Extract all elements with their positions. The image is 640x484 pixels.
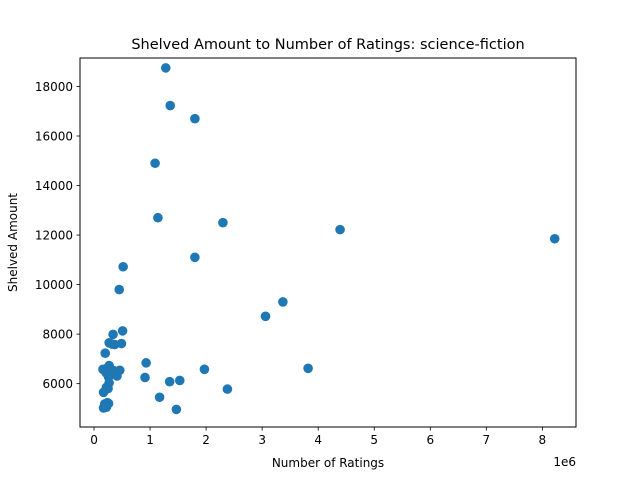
x-tick-label: 2 bbox=[202, 433, 210, 447]
data-point bbox=[140, 372, 150, 383]
x-axis-label: Number of Ratings bbox=[272, 456, 384, 470]
data-point bbox=[154, 392, 165, 403]
data-point bbox=[171, 404, 182, 415]
data-point bbox=[108, 329, 118, 340]
data-point bbox=[335, 224, 345, 235]
data-point bbox=[100, 348, 111, 359]
y-tick-label: 6000 bbox=[42, 377, 73, 391]
x-tick-label: 5 bbox=[370, 433, 378, 447]
data-point bbox=[117, 326, 128, 336]
data-point bbox=[199, 364, 210, 375]
data-point bbox=[278, 297, 288, 307]
data-point bbox=[118, 261, 128, 272]
data-point bbox=[303, 363, 313, 374]
data-point bbox=[164, 376, 175, 387]
data-point bbox=[190, 252, 200, 263]
x-tick-label: 0 bbox=[90, 433, 98, 447]
data-point bbox=[141, 358, 151, 368]
x-axis-offset-label: 1e6 bbox=[553, 455, 576, 469]
data-point bbox=[109, 339, 120, 350]
y-axis: 6000 8000 10000 12000 14000 16000 18000 bbox=[35, 80, 80, 391]
x-tick-label: 6 bbox=[426, 433, 434, 447]
data-point bbox=[153, 212, 163, 223]
data-points-layer bbox=[98, 63, 560, 415]
data-point bbox=[98, 387, 109, 398]
y-tick-label: 18000 bbox=[35, 80, 73, 94]
x-tick-label: 4 bbox=[314, 433, 322, 447]
data-point bbox=[218, 217, 228, 228]
x-tick-label: 7 bbox=[483, 433, 491, 447]
data-point bbox=[160, 63, 171, 73]
data-point bbox=[101, 402, 112, 412]
plot-frame bbox=[79, 57, 577, 428]
data-point bbox=[174, 375, 185, 386]
x-tick-label: 1 bbox=[146, 433, 154, 447]
data-point bbox=[222, 384, 233, 394]
data-point bbox=[549, 233, 560, 244]
y-tick-label: 10000 bbox=[35, 278, 73, 292]
data-point bbox=[190, 113, 200, 124]
x-tick-label: 3 bbox=[258, 433, 266, 447]
y-tick-label: 8000 bbox=[42, 328, 73, 342]
data-point bbox=[260, 311, 271, 322]
y-tick-label: 14000 bbox=[35, 179, 73, 193]
x-tick-label: 8 bbox=[539, 433, 547, 447]
y-tick-label: 12000 bbox=[35, 229, 73, 243]
chart-title: Shelved Amount to Number of Ratings: sci… bbox=[131, 37, 524, 53]
data-point bbox=[114, 284, 125, 295]
data-point bbox=[112, 371, 122, 381]
x-axis: 0 1 2 3 4 5 6 7 8 bbox=[90, 427, 546, 447]
y-tick-label: 16000 bbox=[35, 130, 73, 144]
y-axis-label: Shelved Amount bbox=[6, 193, 20, 292]
data-point bbox=[150, 158, 160, 169]
data-point bbox=[165, 100, 176, 111]
